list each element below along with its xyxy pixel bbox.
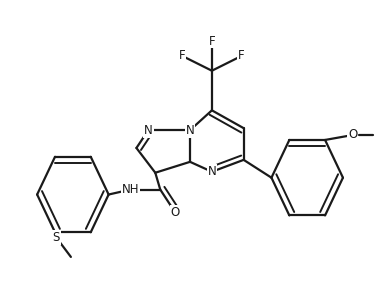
Text: NH: NH: [122, 183, 139, 196]
Text: F: F: [238, 49, 245, 62]
Text: N: N: [186, 124, 194, 137]
Text: F: F: [209, 35, 215, 47]
Text: N: N: [207, 165, 216, 178]
Text: S: S: [52, 230, 60, 244]
Text: O: O: [348, 129, 358, 141]
Text: N: N: [144, 124, 153, 137]
Text: O: O: [171, 206, 180, 219]
Text: F: F: [179, 49, 185, 62]
